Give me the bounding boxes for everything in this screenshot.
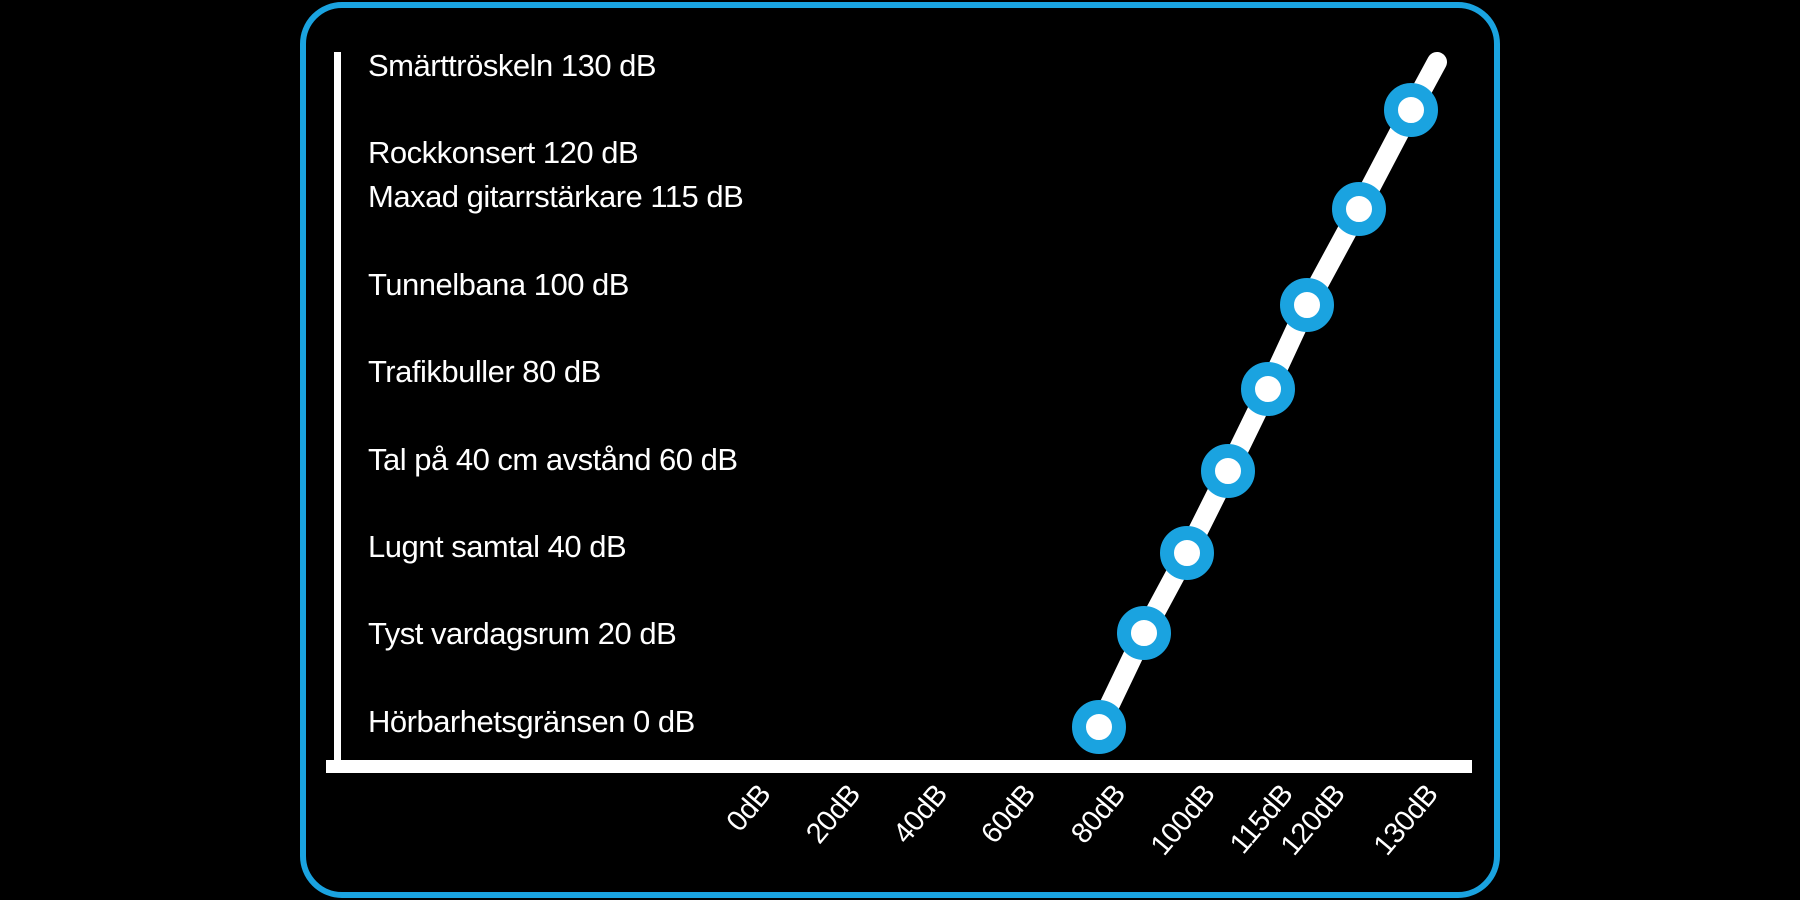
data-point-marker [1117, 606, 1171, 660]
level-label: Rockkonsert 120 dB [368, 135, 639, 170]
level-label: Lugnt samtal 40 dB [368, 529, 627, 564]
data-point-marker [1241, 362, 1295, 416]
level-label: Trafikbuller 80 dB [368, 354, 601, 389]
level-label: Maxad gitarrstärkare 115 dB [368, 179, 744, 214]
data-point-marker [1201, 444, 1255, 498]
y-axis-line [334, 52, 341, 768]
x-axis-line [326, 760, 1472, 773]
data-point-marker [1072, 700, 1126, 754]
data-point-marker [1160, 526, 1214, 580]
level-label: Hörbarhetsgränsen 0 dB [368, 704, 695, 739]
data-point-marker [1332, 182, 1386, 236]
level-label: Tyst vardagsrum 20 dB [368, 616, 677, 651]
level-label: Tal på 40 cm avstånd 60 dB [368, 442, 738, 477]
data-point-marker [1384, 83, 1438, 137]
level-label: Smärttröskeln 130 dB [368, 48, 657, 83]
data-point-marker [1280, 278, 1334, 332]
chart-card [300, 2, 1500, 898]
level-label: Tunnelbana 100 dB [368, 267, 629, 302]
